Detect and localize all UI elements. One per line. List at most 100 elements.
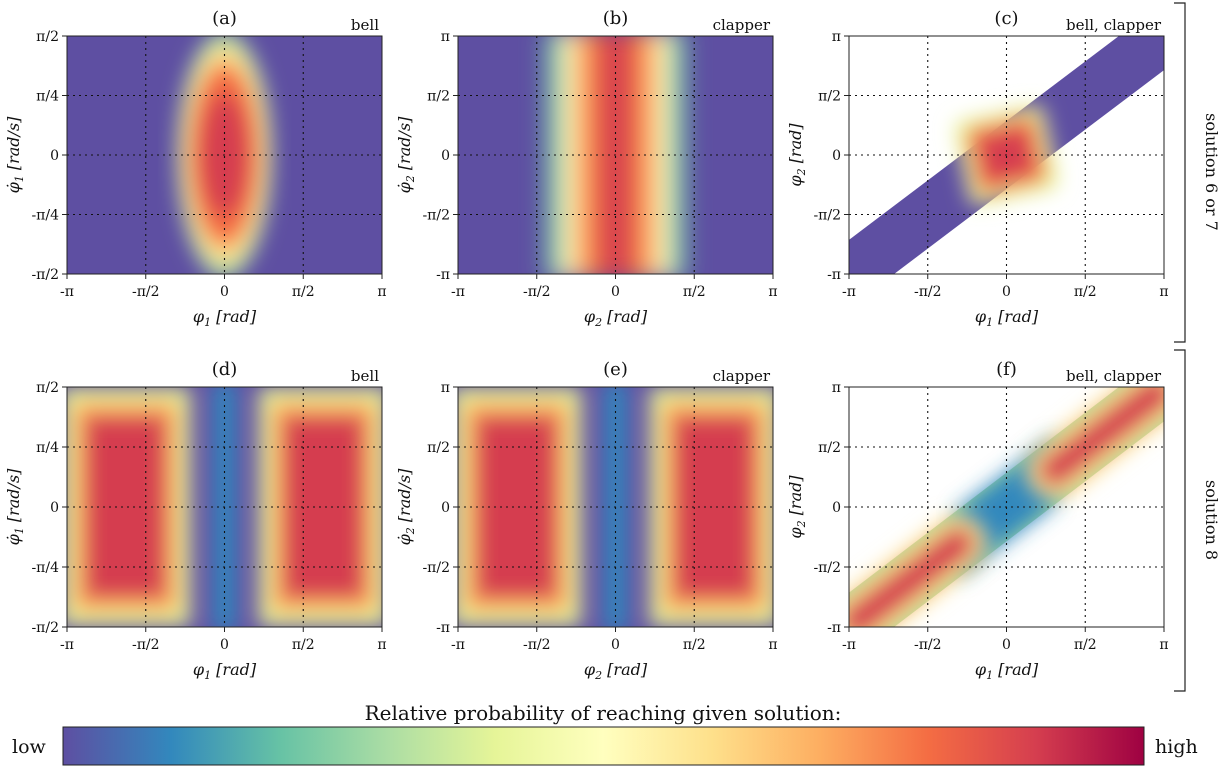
y-tick-label: π/4 — [36, 440, 59, 456]
probability-region — [1038, 387, 1164, 487]
panel-label: (f) — [996, 359, 1017, 380]
y-tick-label: -π/4 — [31, 208, 59, 224]
panel-f: -π -π/2 0 π/2 π -π -π/2 0 π/2 π (f) bell, clapper φ1… — [786, 359, 1169, 682]
y-tick-label: π/2 — [427, 440, 450, 456]
x-tick-label: -π/2 — [523, 284, 551, 300]
panel-corner-label: bell — [351, 367, 379, 385]
probability-region — [475, 415, 558, 599]
y-tick-label: -π — [827, 267, 841, 283]
x-tick-label: -π/2 — [914, 284, 942, 300]
y-tick-label: π — [441, 29, 450, 45]
x-axis-label: φ1 [rad] — [975, 307, 1039, 329]
y-tick-label: π/2 — [36, 380, 59, 396]
x-axis-label: φ1 [rad] — [193, 307, 257, 329]
y-tick-label: -π — [436, 267, 450, 283]
probability-region — [673, 415, 756, 599]
x-tick-label: -π/2 — [523, 637, 551, 653]
y-tick-label: 0 — [50, 500, 59, 516]
panel-label: (c) — [994, 8, 1018, 29]
panel-c: -π -π/2 0 π/2 π -π -π/2 0 π/2 π (c) bell, clapper φ1… — [786, 8, 1169, 329]
grid-b — [458, 36, 773, 274]
x-tick-label: π — [1159, 284, 1168, 300]
panel-label: (a) — [212, 8, 237, 29]
x-tick-label: π — [768, 637, 777, 653]
y-tick-label: π — [441, 380, 450, 396]
y-tick-label: π/2 — [36, 29, 59, 45]
panel-label: (d) — [212, 359, 238, 380]
panel-b: -π -π/2 0 π/2 π -π -π/2 0 π/2 π (b) clapper φ2 [rad]… — [395, 8, 778, 329]
x-tick-label: π/2 — [1074, 637, 1097, 653]
y-tick-label: π — [832, 380, 841, 396]
x-tick-label: π — [377, 637, 386, 653]
y-tick-label: π/2 — [818, 440, 841, 456]
y-axis-label: φ2 [rad] — [786, 475, 808, 539]
y-axis-label: φ̇2 [rad/s] — [395, 468, 417, 546]
row-bracket-top: solution 6 or 7 — [1174, 2, 1221, 343]
colorbar: Relative probability of reaching given s… — [12, 701, 1198, 766]
probability-region — [849, 527, 975, 627]
panel-corner-label: bell, clapper — [1066, 367, 1162, 385]
panel-corner-label: clapper — [713, 367, 771, 385]
panel-label: (e) — [603, 359, 628, 380]
y-tick-label: π — [832, 29, 841, 45]
y-tick-label: π/4 — [36, 89, 59, 105]
x-tick-label: -π/2 — [914, 637, 942, 653]
panel-corner-label: clapper — [713, 16, 771, 34]
y-tick-label: -π — [436, 620, 450, 636]
panel-e: -π -π/2 0 π/2 π -π -π/2 0 π/2 π (e) clapper φ2 [rad]… — [395, 359, 778, 682]
y-axis-label: φ̇2 [rad/s] — [395, 116, 417, 194]
x-axis-label: φ1 [rad] — [975, 660, 1039, 682]
y-tick-label: -π/2 — [31, 620, 59, 636]
y-tick-label: -π — [827, 620, 841, 636]
panel-label: (b) — [603, 8, 629, 29]
y-tick-label: -π/2 — [422, 560, 450, 576]
y-tick-label: -π/2 — [813, 560, 841, 576]
grid-f — [849, 387, 1164, 627]
x-tick-label: π — [377, 284, 386, 300]
grid-a — [67, 36, 382, 274]
x-tick-label: π/2 — [683, 637, 706, 653]
x-tick-label: π/2 — [683, 284, 706, 300]
row-label-top: solution 6 or 7 — [1202, 113, 1221, 231]
colorbar-gradient — [62, 726, 1145, 766]
x-axis-label: φ1 [rad] — [193, 660, 257, 682]
y-tick-label: 0 — [832, 500, 841, 516]
probability-region — [84, 415, 167, 599]
x-tick-label: -π/2 — [132, 284, 160, 300]
x-tick-label: π/2 — [292, 284, 315, 300]
grid-c — [849, 36, 1164, 274]
colorbar-high-label: high — [1155, 736, 1198, 758]
x-axis-label: φ2 [rad] — [584, 660, 648, 682]
y-axis-label: φ2 [rad] — [786, 123, 808, 187]
probability-region — [282, 415, 365, 599]
grid-d — [67, 387, 382, 627]
y-axis-label: φ̇1 [rad/s] — [4, 116, 26, 194]
x-tick-label: -π — [60, 284, 74, 300]
x-tick-label: -π — [842, 284, 856, 300]
y-tick-label: -π/2 — [422, 208, 450, 224]
row-label-bottom: solution 8 — [1202, 480, 1221, 560]
x-tick-label: π — [768, 284, 777, 300]
y-tick-label: -π/2 — [813, 208, 841, 224]
panel-corner-label: bell, clapper — [1066, 16, 1162, 34]
x-tick-label: 0 — [220, 637, 229, 653]
x-tick-label: 0 — [1002, 284, 1011, 300]
y-tick-label: 0 — [441, 500, 450, 516]
y-tick-label: π/2 — [818, 89, 841, 105]
x-tick-label: π/2 — [292, 637, 315, 653]
x-tick-label: 0 — [1002, 637, 1011, 653]
x-axis-label: φ2 [rad] — [584, 307, 648, 329]
x-tick-label: 0 — [611, 284, 620, 300]
y-tick-label: π/2 — [427, 89, 450, 105]
y-tick-label: -π/4 — [31, 560, 59, 576]
grid-e — [458, 387, 773, 627]
y-tick-label: 0 — [441, 148, 450, 164]
x-tick-label: 0 — [220, 284, 229, 300]
x-tick-label: π — [1159, 637, 1168, 653]
y-axis-label: φ̇1 [rad/s] — [4, 468, 26, 546]
x-tick-label: -π — [451, 284, 465, 300]
x-tick-label: -π/2 — [132, 637, 160, 653]
